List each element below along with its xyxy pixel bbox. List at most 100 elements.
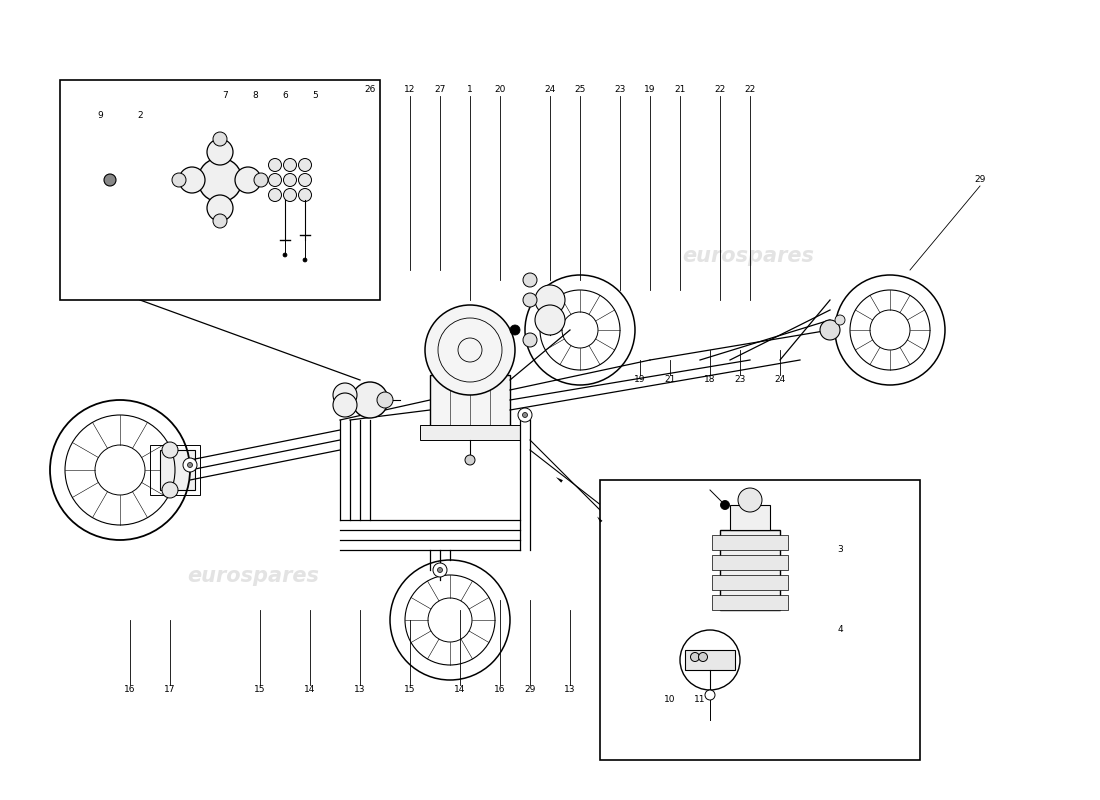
Text: eurospares: eurospares <box>187 566 319 586</box>
Text: 8: 8 <box>252 90 257 99</box>
Circle shape <box>213 214 227 228</box>
Text: 16: 16 <box>124 686 135 694</box>
Circle shape <box>284 174 297 186</box>
Circle shape <box>284 189 297 202</box>
Text: eurospares: eurospares <box>682 246 814 266</box>
Circle shape <box>352 382 388 418</box>
Text: 19: 19 <box>635 375 646 385</box>
Circle shape <box>179 167 205 193</box>
Text: 7: 7 <box>222 90 228 99</box>
Circle shape <box>268 158 282 171</box>
Text: 9: 9 <box>97 110 103 119</box>
Text: 24: 24 <box>544 86 556 94</box>
Text: 13: 13 <box>564 686 575 694</box>
Circle shape <box>738 488 762 512</box>
Circle shape <box>433 563 447 577</box>
Bar <box>430 375 510 430</box>
Bar <box>730 505 770 530</box>
Polygon shape <box>556 477 563 482</box>
Circle shape <box>298 158 311 171</box>
Text: 10: 10 <box>664 695 675 705</box>
Circle shape <box>522 333 537 347</box>
Text: eurospares: eurospares <box>682 566 814 586</box>
Text: 24: 24 <box>774 375 785 385</box>
Circle shape <box>518 408 532 422</box>
Bar <box>420 425 520 440</box>
Circle shape <box>183 458 197 472</box>
Circle shape <box>720 501 729 510</box>
Circle shape <box>510 325 520 335</box>
Text: 14: 14 <box>305 686 316 694</box>
Circle shape <box>535 305 565 335</box>
Text: 14: 14 <box>454 686 465 694</box>
Text: 3: 3 <box>837 546 843 554</box>
Text: 22: 22 <box>714 86 726 94</box>
Text: 1: 1 <box>468 86 473 94</box>
Circle shape <box>425 305 515 395</box>
Circle shape <box>522 413 528 418</box>
Circle shape <box>162 442 178 458</box>
Text: 23: 23 <box>614 86 626 94</box>
Circle shape <box>283 253 287 257</box>
Bar <box>160 450 195 490</box>
Bar <box>712 535 788 550</box>
Text: 15: 15 <box>254 686 266 694</box>
Circle shape <box>172 173 186 187</box>
Circle shape <box>535 285 565 315</box>
Circle shape <box>207 195 233 221</box>
Text: 15: 15 <box>405 686 416 694</box>
Bar <box>685 650 735 670</box>
Circle shape <box>438 567 442 573</box>
Circle shape <box>302 258 307 262</box>
Bar <box>600 480 920 760</box>
Circle shape <box>268 174 282 186</box>
Text: 17: 17 <box>164 686 176 694</box>
Text: eurospares: eurospares <box>187 246 319 266</box>
Circle shape <box>268 189 282 202</box>
Bar <box>712 555 788 570</box>
Text: 27: 27 <box>434 86 446 94</box>
Circle shape <box>298 174 311 186</box>
Text: 29: 29 <box>525 686 536 694</box>
Text: 6: 6 <box>282 90 288 99</box>
Circle shape <box>298 189 311 202</box>
Circle shape <box>465 455 475 465</box>
Circle shape <box>104 174 116 186</box>
Text: 21: 21 <box>674 86 685 94</box>
Bar <box>150 445 200 495</box>
Circle shape <box>705 690 715 700</box>
Text: 18: 18 <box>704 375 716 385</box>
Circle shape <box>333 383 358 407</box>
Circle shape <box>377 392 393 408</box>
Text: 20: 20 <box>494 86 506 94</box>
Circle shape <box>198 158 242 202</box>
Circle shape <box>698 653 707 662</box>
Text: 29: 29 <box>975 175 986 185</box>
Text: 26: 26 <box>364 86 376 94</box>
Circle shape <box>187 462 192 467</box>
Text: 13: 13 <box>354 686 365 694</box>
Circle shape <box>162 482 178 498</box>
Circle shape <box>207 139 233 165</box>
Text: 5: 5 <box>312 90 318 99</box>
Circle shape <box>522 293 537 307</box>
Text: 21: 21 <box>664 375 675 385</box>
Circle shape <box>254 173 268 187</box>
Text: 4: 4 <box>837 626 843 634</box>
Circle shape <box>835 315 845 325</box>
Text: 19: 19 <box>645 86 656 94</box>
Circle shape <box>284 158 297 171</box>
Text: 12: 12 <box>405 86 416 94</box>
Circle shape <box>691 653 700 662</box>
Text: 25: 25 <box>574 86 585 94</box>
Polygon shape <box>597 517 603 522</box>
Text: 11: 11 <box>694 695 706 705</box>
Bar <box>720 530 780 610</box>
Text: 16: 16 <box>494 686 506 694</box>
Circle shape <box>235 167 261 193</box>
Circle shape <box>522 273 537 287</box>
Text: 2: 2 <box>138 110 143 119</box>
Circle shape <box>333 393 358 417</box>
Circle shape <box>820 320 840 340</box>
Text: 22: 22 <box>745 86 756 94</box>
